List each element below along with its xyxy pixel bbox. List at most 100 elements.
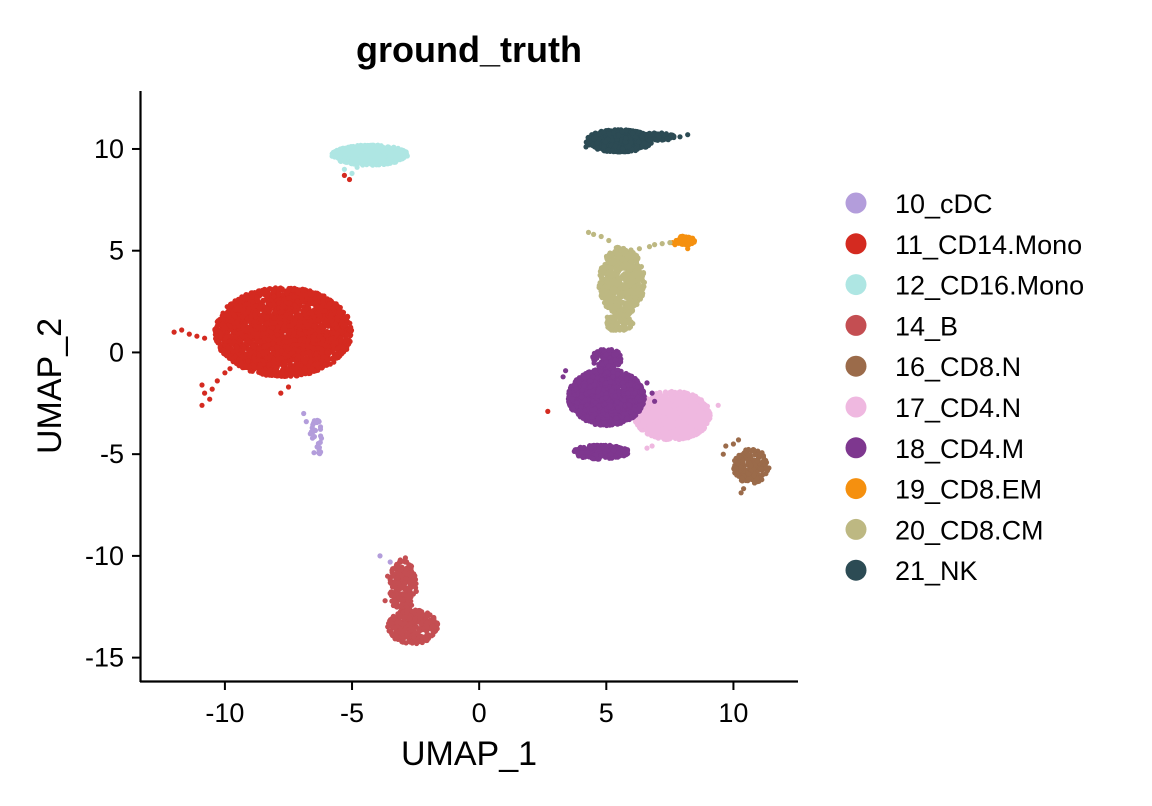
data-point	[387, 559, 393, 565]
data-point	[250, 342, 256, 348]
data-point	[246, 347, 252, 353]
data-point	[424, 632, 430, 638]
data-point	[397, 557, 403, 563]
data-point	[223, 334, 229, 340]
data-point	[394, 604, 400, 610]
data-point	[694, 403, 700, 409]
data-point	[656, 413, 662, 419]
data-point	[298, 292, 304, 298]
data-point	[339, 319, 345, 325]
data-point	[251, 319, 257, 325]
data-point	[254, 294, 260, 300]
data-point	[250, 299, 256, 305]
data-point	[674, 414, 680, 420]
data-point	[408, 563, 414, 569]
data-point	[259, 289, 265, 295]
data-point	[227, 366, 233, 372]
data-point	[667, 436, 673, 442]
data-point	[322, 362, 328, 368]
data-point	[171, 329, 177, 335]
data-point	[413, 638, 419, 644]
data-point	[665, 430, 671, 436]
data-point	[655, 434, 661, 440]
data-point	[274, 344, 280, 350]
data-point	[330, 306, 336, 312]
data-point	[689, 433, 695, 439]
data-point	[266, 342, 272, 348]
chart-title: ground_truth	[356, 29, 582, 70]
data-point	[331, 153, 337, 159]
data-point	[308, 318, 314, 324]
data-point	[676, 401, 682, 407]
data-point	[264, 370, 271, 376]
data-point	[332, 321, 338, 327]
data-point	[675, 409, 682, 416]
data-point	[246, 305, 252, 312]
data-point	[654, 419, 660, 425]
data-point	[275, 356, 281, 362]
data-point	[401, 581, 407, 587]
data-point	[377, 553, 383, 559]
data-point	[214, 378, 220, 384]
data-point	[382, 598, 388, 604]
data-point	[239, 307, 246, 314]
data-point	[292, 366, 298, 372]
data-point	[260, 370, 266, 376]
data-point	[644, 445, 650, 451]
data-point	[243, 351, 250, 357]
series-16_CD8.N	[720, 437, 772, 496]
data-point	[199, 402, 205, 408]
data-point	[239, 353, 245, 359]
data-point	[221, 325, 227, 331]
data-point	[723, 443, 729, 449]
data-point	[695, 408, 702, 414]
data-point	[332, 301, 338, 307]
data-point	[265, 337, 271, 343]
data-point	[706, 410, 712, 416]
data-point	[643, 414, 649, 420]
data-point	[264, 320, 270, 326]
data-point	[332, 355, 338, 361]
data-point	[651, 429, 658, 435]
data-point	[338, 338, 344, 344]
data-point	[349, 170, 355, 176]
data-point	[261, 344, 267, 350]
data-point	[266, 286, 273, 292]
data-point	[301, 343, 307, 349]
data-point	[670, 415, 676, 421]
data-point	[226, 355, 232, 361]
series-14_B	[382, 555, 441, 647]
data-point	[202, 390, 208, 396]
data-point	[681, 399, 687, 405]
data-point	[226, 313, 232, 319]
data-point	[746, 471, 752, 477]
data-point	[649, 443, 655, 449]
data-point	[264, 355, 270, 361]
data-point	[321, 293, 327, 299]
data-point	[752, 452, 758, 458]
data-point	[319, 341, 325, 347]
data-point	[287, 358, 293, 364]
data-point	[730, 441, 737, 447]
data-point	[232, 307, 238, 313]
data-point	[274, 332, 280, 338]
data-point	[403, 566, 409, 573]
data-point	[395, 575, 401, 581]
data-point	[309, 311, 315, 317]
data-point	[342, 322, 348, 328]
data-point	[745, 476, 752, 482]
data-point	[270, 350, 276, 356]
data-point	[763, 471, 769, 477]
data-point	[298, 313, 304, 319]
data-point	[275, 324, 281, 330]
data-point	[430, 629, 436, 635]
data-point	[207, 396, 213, 402]
data-point	[745, 452, 751, 458]
data-point	[295, 299, 301, 305]
data-point	[257, 339, 263, 345]
data-point	[225, 345, 231, 351]
data-point	[313, 299, 319, 305]
data-point	[252, 312, 258, 318]
data-point	[186, 331, 192, 337]
